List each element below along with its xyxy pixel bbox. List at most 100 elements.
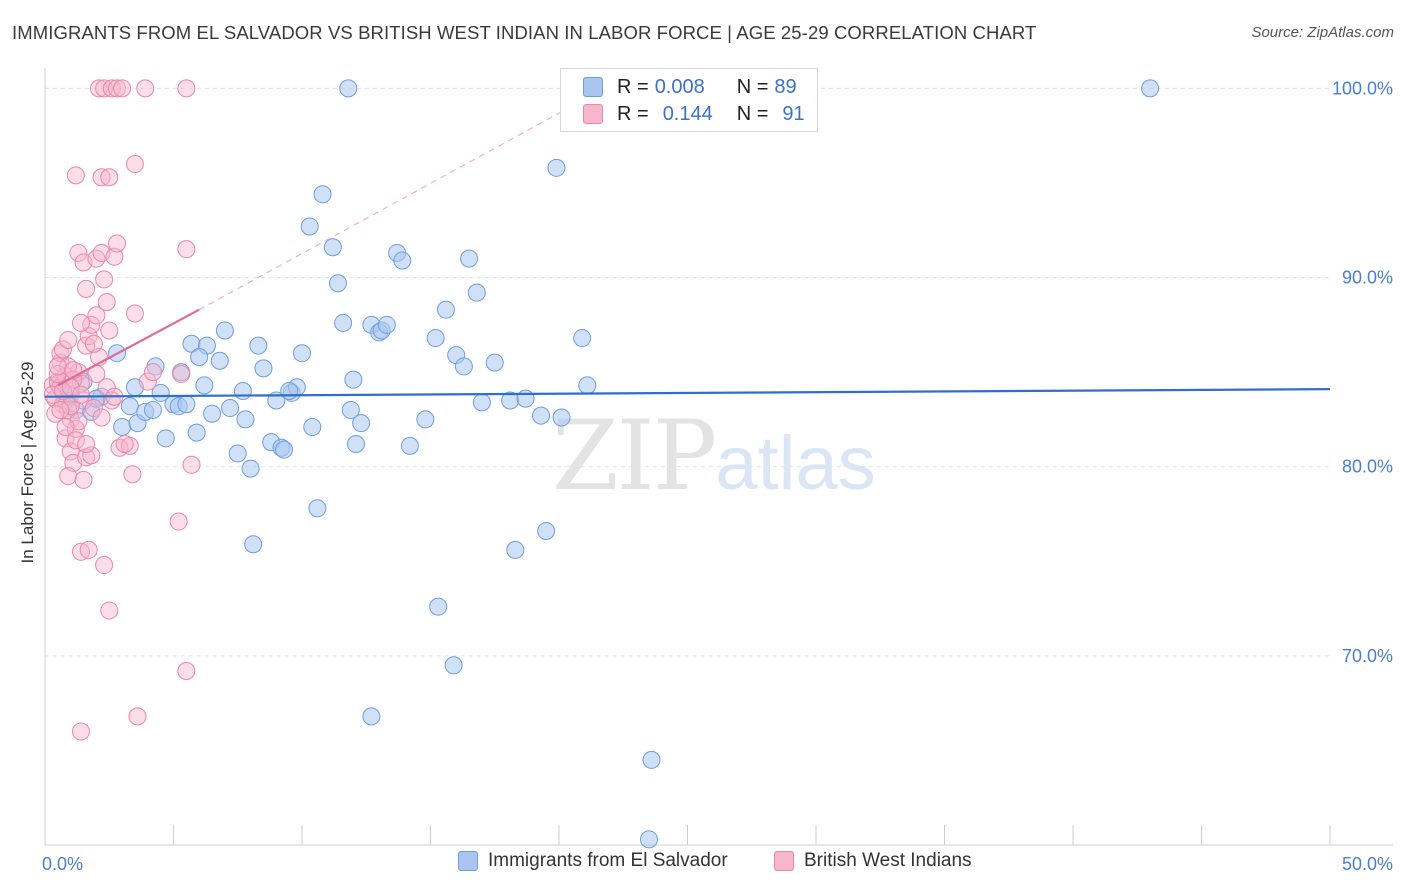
source-label: Source: ZipAtlas.com [1251,24,1394,41]
bottom-legend-label-british-west-indians: British West Indians [804,850,972,871]
point-british-west-indians [66,166,85,185]
point-el-salvador [228,444,247,463]
legend-r-value: 0.144 [662,102,713,125]
point-british-west-indians [43,385,62,404]
point-el-salvador [249,336,268,355]
point-british-west-indians [71,542,90,561]
point-british-west-indians [128,707,147,726]
point-el-salvador [400,436,419,455]
point-el-salvador [642,750,661,769]
point-el-salvador [293,344,311,363]
point-british-west-indians [84,399,103,418]
axes [44,68,1393,846]
trend-lines [44,91,1331,398]
point-british-west-indians [71,313,90,332]
point-el-salvador [120,397,139,416]
point-british-west-indians [69,243,88,262]
point-el-salvador [254,359,273,378]
bottom-legend-el-salvador: Immigrants from El Salvador [458,850,728,872]
point-el-salvador [460,249,479,268]
point-el-salvador [236,410,255,429]
watermark-atlas: atlas [715,421,876,506]
point-el-salvador [344,370,363,389]
point-el-salvador [393,251,412,270]
legend-row-el-salvador: R = 0.008 N = 89 [583,74,797,100]
x-tick-label-min: 0.0% [42,854,83,874]
point-el-salvador [241,459,260,478]
point-el-salvador [221,399,240,418]
point-british-west-indians [105,247,124,266]
point-el-salvador [210,351,229,370]
point-el-salvador [113,417,132,436]
y-axis-title: In Labor Force | Age 25-29 [18,362,37,564]
point-british-west-indians [95,79,114,98]
point-british-west-indians [125,155,144,174]
point-el-salvador [203,404,222,423]
point-el-salvador [578,376,597,395]
tick-labels: 70.0% 80.0% 90.0% 100.0% 0.0% 50.0% In Labor F… [18,78,1393,874]
legend-r-label: R = [617,102,649,125]
point-british-west-indians [136,79,155,98]
point-british-west-indians [77,434,96,453]
point-british-west-indians [97,293,116,312]
series-british-west-indians-points [43,79,201,741]
point-el-salvador [280,382,299,401]
point-el-salvador [341,400,360,419]
point-british-west-indians [113,79,132,98]
point-el-salvador [323,238,342,257]
point-el-salvador [215,321,234,340]
watermark: ZIPatlas [552,400,876,512]
y-tick-label: 100.0% [1332,78,1393,98]
trend-line-british-west-indians-extension [198,91,598,311]
legend-swatch-blue [583,77,603,97]
point-el-salvador [143,400,162,419]
point-british-west-indians [177,661,196,680]
correlation-legend: R = 0.008 N = 89 R = 0.144 N = 91 [560,68,818,132]
legend-n-label: N = [736,102,769,125]
point-el-salvador [275,440,294,459]
point-el-salvador [303,417,322,436]
chart-title: IMMIGRANTS FROM EL SALVADOR VS BRITISH W… [12,22,1037,43]
point-british-west-indians [61,397,80,416]
point-british-west-indians [56,417,75,436]
point-british-west-indians [87,306,106,325]
legend-r-value: 0.008 [654,75,705,98]
point-el-salvador [151,383,170,402]
point-british-west-indians [123,465,142,484]
point-british-west-indians [177,240,196,259]
watermark-zip: ZIP [552,400,717,512]
point-el-salvador [346,434,365,453]
point-el-salvador [352,414,371,433]
bottom-legend-british-west-indians: British West Indians [774,850,972,872]
point-el-salvador [532,406,551,425]
point-british-west-indians [74,470,93,489]
point-el-salvador [552,408,571,427]
point-british-west-indians [100,601,119,620]
y-tick-label: 70.0% [1342,646,1393,666]
point-british-west-indians [107,234,126,253]
point-british-west-indians [89,79,108,98]
point-british-west-indians [100,321,119,340]
point-el-salvador [485,353,504,372]
point-british-west-indians [92,408,111,427]
point-british-west-indians [59,330,78,349]
point-el-salvador [429,597,448,616]
point-british-west-indians [182,455,201,474]
point-el-salvador [472,393,491,412]
x-tick-label-max: 50.0% [1342,854,1393,874]
point-el-salvador [362,707,381,726]
legend-r-label: R = [617,75,649,98]
point-british-west-indians [51,400,70,419]
bottom-legend-swatch-blue [458,851,478,871]
point-el-salvador [454,357,473,376]
legend-n-value: 91 [782,102,805,125]
trend-line-british-west-indians [57,308,200,387]
point-british-west-indians [177,79,196,98]
point-el-salvador [444,656,463,675]
legend-swatch-pink [583,104,603,124]
point-british-west-indians [87,249,106,268]
point-el-salvador [195,376,214,395]
legend-n-label: N = [736,75,769,98]
point-british-west-indians [115,434,134,453]
